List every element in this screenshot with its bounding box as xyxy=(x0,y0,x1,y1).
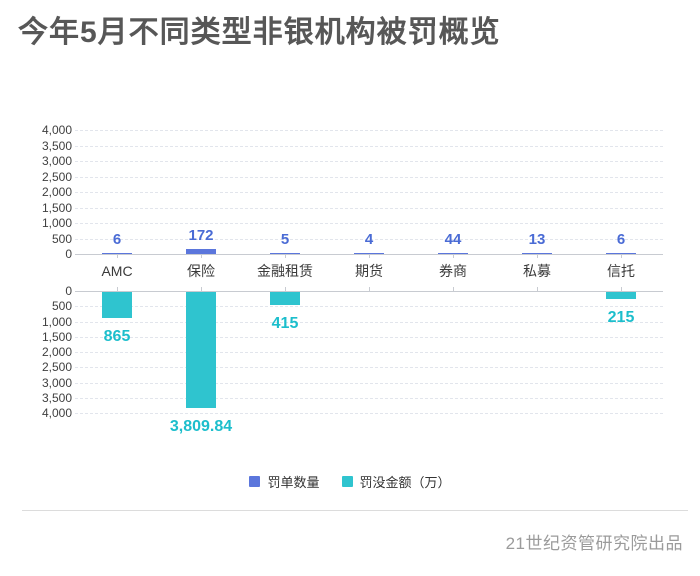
category-tick xyxy=(621,254,622,258)
amount-bar xyxy=(606,292,636,299)
count-value-label: 4 xyxy=(364,231,374,248)
category-tick xyxy=(201,287,202,291)
legend-item-count[interactable]: 罚单数量 xyxy=(249,472,320,491)
category-label: 金融租赁 xyxy=(257,263,313,279)
gridline xyxy=(75,223,663,224)
legend-item-amount[interactable]: 罚没金额（万） xyxy=(341,472,451,491)
gridline xyxy=(75,238,663,240)
y-axis-label: 3,500 xyxy=(41,138,72,153)
count-value-label: 6 xyxy=(616,231,626,248)
category-label: 券商 xyxy=(439,263,467,279)
amount-value-label: 3,809.84 xyxy=(169,418,233,436)
y-axis-label: 0 xyxy=(65,284,72,298)
category-tick xyxy=(285,254,286,258)
y-axis-label: 1,500 xyxy=(41,329,72,344)
y-axis-label: 3,000 xyxy=(41,375,72,390)
y-axis-label: 2,000 xyxy=(41,345,72,359)
category-label: 期货 xyxy=(355,263,383,279)
count-bar xyxy=(438,252,468,254)
y-axis-label: 3,000 xyxy=(41,154,72,168)
gridline xyxy=(75,397,663,399)
credit-text: 21世纪资管研究院出品 xyxy=(505,534,683,553)
amount-bar xyxy=(270,292,300,305)
category-tick xyxy=(369,287,370,291)
gridline xyxy=(75,321,663,323)
amount-bar xyxy=(102,292,132,319)
category-label: AMC xyxy=(101,263,133,279)
gridline xyxy=(75,352,663,353)
y-axis-label: 2,500 xyxy=(41,360,72,375)
count-value-label: 6 xyxy=(112,231,122,248)
gridline xyxy=(75,161,663,162)
zero-axis-line xyxy=(75,291,663,292)
gridline xyxy=(75,130,663,131)
count-value-label: 172 xyxy=(188,226,214,244)
category-label: 私募 xyxy=(523,263,551,279)
count-bar xyxy=(606,253,636,254)
legend-swatch-amount xyxy=(341,476,353,487)
y-axis-label: 3,500 xyxy=(41,390,72,405)
count-bar xyxy=(102,253,132,254)
legend-swatch-count xyxy=(249,476,261,487)
category-tick xyxy=(453,254,454,258)
category-tick xyxy=(369,254,370,258)
gridline xyxy=(75,192,663,193)
count-value-label: 13 xyxy=(528,231,546,248)
y-axis-label: 2,000 xyxy=(41,185,72,199)
category-tick xyxy=(621,287,622,291)
amount-bar xyxy=(186,292,216,409)
y-axis-label: 2,500 xyxy=(41,169,72,184)
page-title: 今年5月不同类型非银机构被罚概览 xyxy=(18,16,501,49)
gridline xyxy=(75,382,663,384)
gridline xyxy=(75,367,663,369)
count-bar xyxy=(522,253,552,254)
category-tick xyxy=(537,254,538,258)
gridline xyxy=(75,145,663,147)
legend-label: 罚单数量 xyxy=(267,475,320,490)
legend-label: 罚没金额（万） xyxy=(359,475,451,490)
category-label: 信托 xyxy=(607,263,635,279)
y-axis-label: 0 xyxy=(65,247,72,261)
category-label: 保险 xyxy=(187,263,215,279)
divider xyxy=(22,510,688,511)
gridline xyxy=(75,306,663,308)
gridline xyxy=(75,207,663,209)
amount-value-label: 215 xyxy=(607,308,635,326)
gridline xyxy=(75,176,663,178)
count-value-label: 44 xyxy=(444,230,462,248)
category-tick xyxy=(117,254,118,258)
count-bar xyxy=(270,253,300,254)
amount-value-label: 865 xyxy=(103,328,131,346)
category-tick xyxy=(201,254,202,258)
category-tick xyxy=(117,287,118,291)
count-value-label: 5 xyxy=(280,231,290,248)
y-axis-label: 4,000 xyxy=(41,123,72,137)
legend: 罚单数量 罚没金额（万） xyxy=(0,472,700,491)
category-tick xyxy=(453,287,454,291)
category-tick xyxy=(285,287,286,291)
gridline xyxy=(75,413,663,414)
y-axis-label: 500 xyxy=(51,231,72,246)
amount-value-label: 415 xyxy=(271,314,299,332)
gridline xyxy=(75,336,663,338)
y-axis-label: 1,000 xyxy=(41,216,72,230)
y-axis-label: 4,000 xyxy=(41,406,72,420)
y-axis-label: 1,000 xyxy=(41,314,72,329)
y-axis-label: 1,500 xyxy=(41,200,72,215)
y-axis-label: 500 xyxy=(51,299,72,314)
category-tick xyxy=(537,287,538,291)
count-bar xyxy=(354,253,384,254)
count-bar xyxy=(186,248,216,254)
